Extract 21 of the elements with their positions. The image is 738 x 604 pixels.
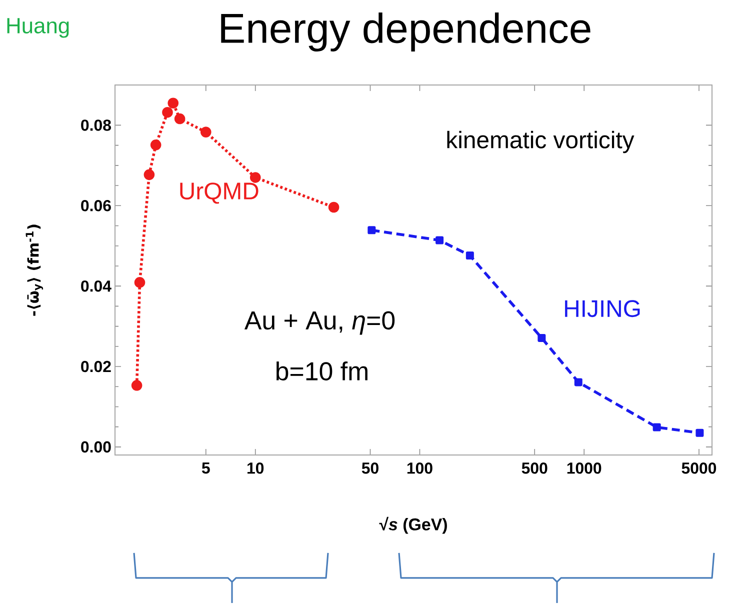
text: Huang xyxy=(7,18,69,38)
y-tick-label: 0.06 xyxy=(81,200,111,212)
y-tick-label: 0.00 xyxy=(81,441,111,453)
x-axis-title: √s (GeV) xyxy=(379,516,447,534)
annotation: b=10 fm xyxy=(276,361,368,380)
series-label: UrQMD xyxy=(180,182,258,204)
x-tick-label: 10 xyxy=(248,462,264,474)
x-tick-label: 5000 xyxy=(682,462,716,474)
x-tick-label: 100 xyxy=(407,462,432,474)
y-tick-label: 0.08 xyxy=(81,120,111,131)
annotation: kinematic vorticity xyxy=(447,130,634,154)
x-tick-label: 1000 xyxy=(567,462,602,474)
chart-title: Energy dependence xyxy=(221,12,590,52)
x-tick-label: 500 xyxy=(522,462,548,474)
series-label: HIJING xyxy=(565,300,640,318)
x-tick-label: 5 xyxy=(202,462,210,474)
y-tick-label: 0.04 xyxy=(81,280,112,292)
annotation: Au + Au, η=0 xyxy=(244,311,395,335)
x-tick-label: 50 xyxy=(362,462,378,474)
y-tick-label: 0.02 xyxy=(81,360,111,372)
y-axis-title: -⟨ω̄$_{y}$⟩ (fm$^{-1}$) xyxy=(26,224,44,316)
